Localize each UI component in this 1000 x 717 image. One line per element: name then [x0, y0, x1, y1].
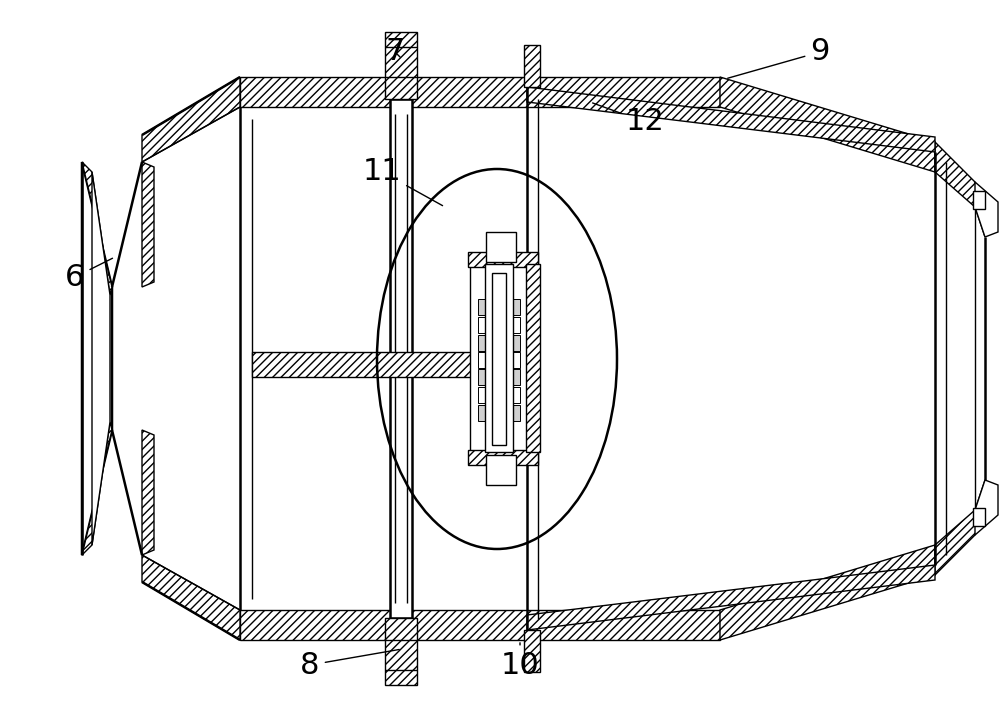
Bar	[478, 317, 520, 333]
Polygon shape	[720, 77, 935, 172]
Text: 6: 6	[65, 258, 113, 292]
Polygon shape	[92, 172, 110, 545]
Bar	[486, 455, 516, 485]
Bar	[526, 264, 540, 452]
Polygon shape	[82, 422, 112, 555]
Text: 11: 11	[363, 158, 443, 206]
Polygon shape	[252, 352, 530, 377]
Polygon shape	[527, 565, 935, 630]
Bar	[470, 261, 530, 457]
Polygon shape	[82, 162, 112, 295]
Bar	[486, 232, 516, 262]
Polygon shape	[142, 162, 154, 287]
Bar	[478, 335, 520, 351]
Polygon shape	[240, 77, 720, 107]
Polygon shape	[142, 555, 240, 640]
Bar	[478, 299, 520, 315]
Bar	[492, 273, 506, 445]
Bar	[973, 191, 985, 209]
Polygon shape	[385, 32, 417, 99]
Bar	[478, 352, 520, 368]
Text: 12: 12	[593, 103, 664, 136]
Polygon shape	[468, 252, 538, 267]
Bar	[973, 508, 985, 526]
Polygon shape	[975, 182, 998, 237]
Polygon shape	[82, 162, 112, 555]
Polygon shape	[142, 77, 240, 162]
Polygon shape	[240, 610, 720, 640]
Text: 10: 10	[501, 642, 539, 680]
Bar	[390, 99, 412, 618]
Polygon shape	[468, 450, 538, 465]
Bar	[478, 405, 520, 421]
Bar	[478, 369, 520, 385]
Polygon shape	[975, 480, 998, 535]
Polygon shape	[720, 545, 935, 640]
Polygon shape	[142, 430, 154, 555]
Bar	[524, 630, 540, 672]
Text: 9: 9	[728, 37, 830, 78]
Polygon shape	[935, 480, 985, 575]
Bar	[524, 45, 540, 87]
Text: 8: 8	[300, 650, 399, 680]
Bar	[485, 264, 513, 452]
Text: 7: 7	[385, 37, 405, 67]
Polygon shape	[385, 618, 417, 685]
Bar	[478, 387, 520, 403]
Polygon shape	[935, 142, 985, 237]
Polygon shape	[527, 87, 935, 152]
